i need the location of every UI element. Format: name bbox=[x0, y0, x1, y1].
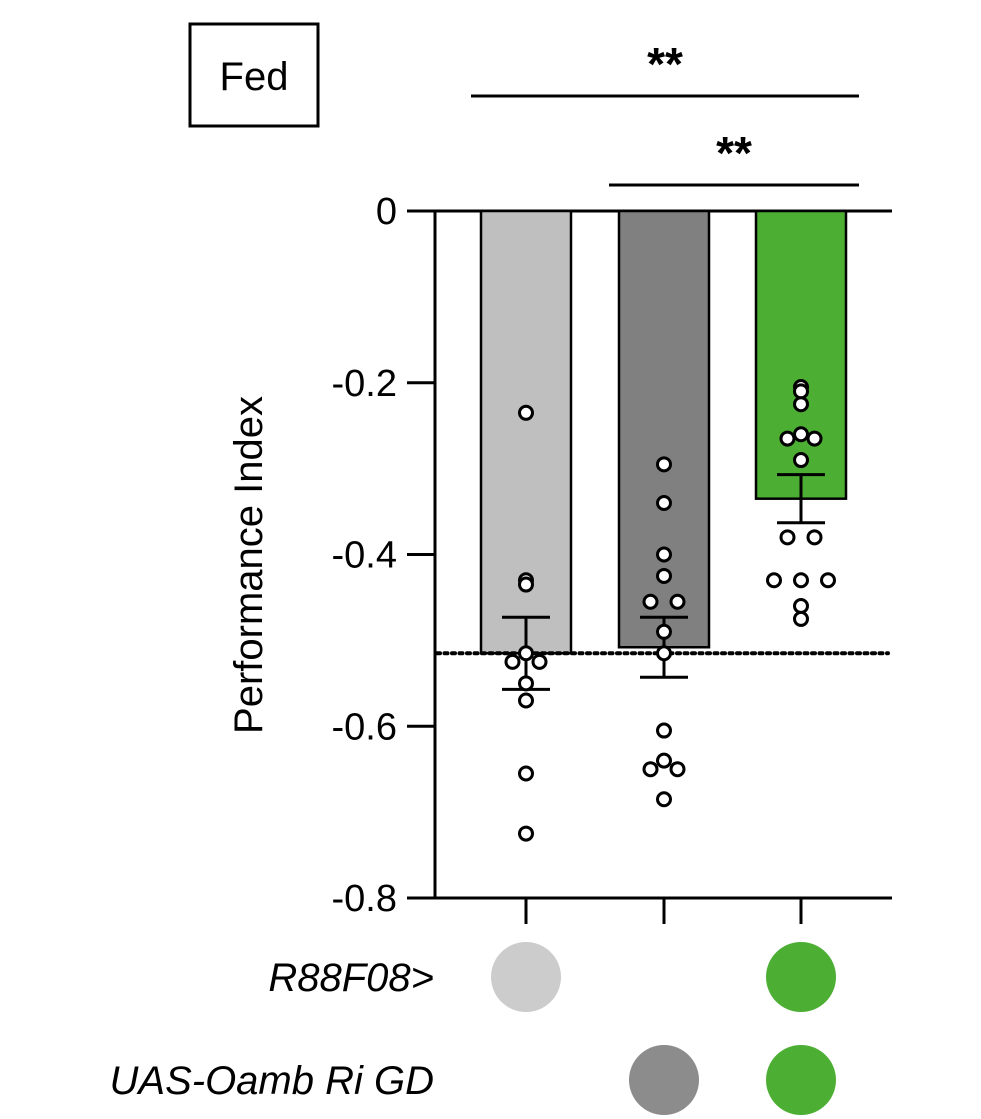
data-point bbox=[642, 593, 659, 610]
data-point bbox=[793, 610, 809, 627]
genotype-circle bbox=[766, 942, 836, 1012]
data-point bbox=[518, 404, 534, 421]
data-point bbox=[669, 593, 686, 610]
genotype-table: R88F08> UAS-Oamb Ri GD bbox=[110, 942, 836, 1115]
y-axis-label: Performance Index bbox=[227, 396, 271, 734]
data-point bbox=[793, 452, 809, 469]
y-tick-label: 0 bbox=[376, 191, 397, 233]
y-tick-label: -0.2 bbox=[332, 363, 397, 405]
data-point bbox=[656, 567, 672, 584]
y-tick-label: -0.4 bbox=[332, 535, 397, 577]
significance-label: ** bbox=[647, 38, 683, 90]
data-point bbox=[766, 572, 782, 589]
genotype-circle bbox=[491, 942, 561, 1012]
genotype-circle bbox=[629, 1045, 699, 1115]
data-point bbox=[793, 426, 809, 443]
condition-box bbox=[188, 22, 320, 128]
data-point bbox=[518, 692, 534, 709]
data-point bbox=[793, 598, 809, 615]
data-point bbox=[656, 752, 672, 769]
significance-label: ** bbox=[716, 127, 752, 179]
data-point bbox=[656, 546, 672, 563]
y-tick-label: -0.6 bbox=[332, 706, 397, 748]
significance-brackets: ** ** bbox=[471, 38, 859, 187]
y-tick-label: -0.8 bbox=[332, 878, 397, 920]
data-point bbox=[504, 653, 521, 670]
genotype-circle bbox=[766, 1045, 836, 1115]
axes: 0 -0.2 -0.4 -0.6 -0.8 bbox=[332, 191, 892, 924]
data-point bbox=[518, 825, 534, 842]
data-point bbox=[806, 529, 823, 546]
data-point bbox=[518, 675, 534, 692]
genotype-label: UAS-Oamb Ri GD bbox=[110, 1059, 435, 1103]
data-point bbox=[820, 572, 836, 589]
data-point bbox=[793, 383, 809, 400]
data-point bbox=[656, 722, 672, 739]
data-point bbox=[793, 396, 809, 413]
data-point bbox=[779, 529, 796, 546]
genotype-label: R88F08> bbox=[268, 956, 434, 1000]
data-point bbox=[656, 623, 672, 640]
data-point bbox=[656, 456, 672, 473]
data-point bbox=[656, 791, 672, 808]
data-point bbox=[518, 645, 534, 662]
data-point bbox=[518, 765, 534, 782]
data-point bbox=[656, 494, 672, 511]
data-point bbox=[806, 430, 823, 447]
data-point bbox=[642, 761, 659, 778]
data-point bbox=[518, 576, 534, 593]
data-point bbox=[779, 430, 796, 447]
condition-label: Fed bbox=[220, 55, 289, 99]
data-points bbox=[504, 379, 836, 842]
data-point bbox=[531, 653, 548, 670]
data-point bbox=[669, 761, 686, 778]
data-point bbox=[656, 645, 672, 662]
data-point bbox=[793, 572, 809, 589]
